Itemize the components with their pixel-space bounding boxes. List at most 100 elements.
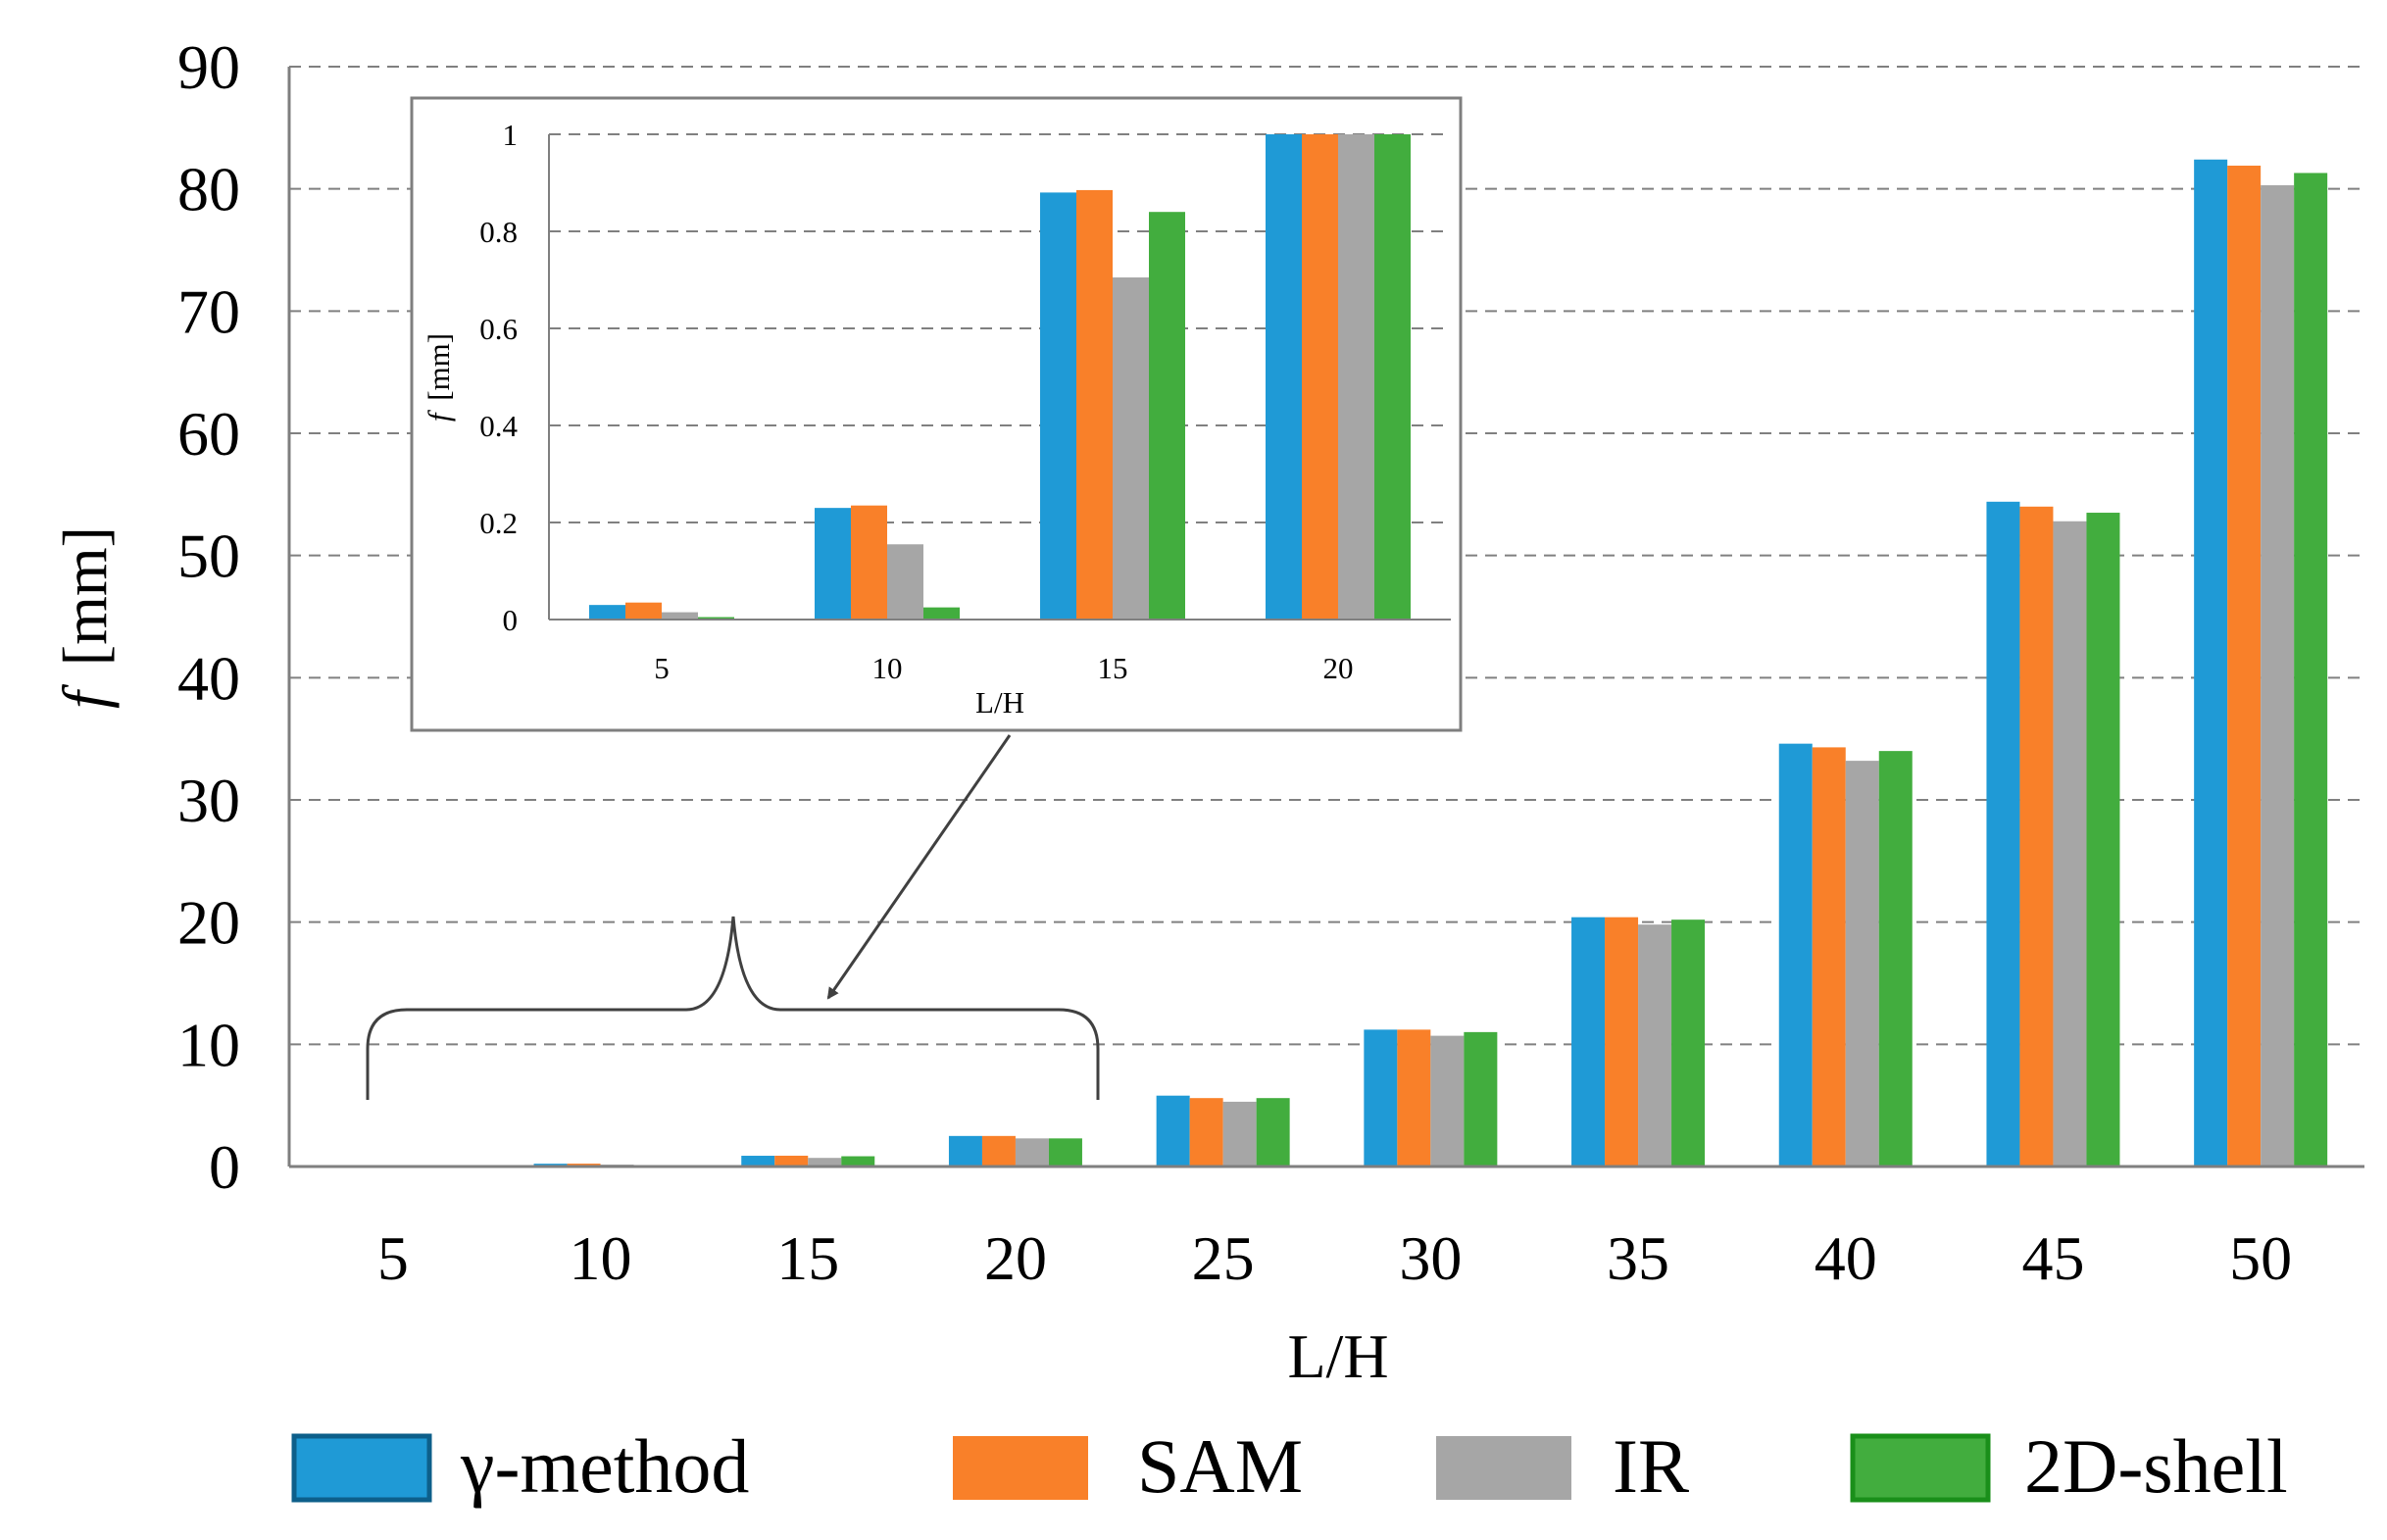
main-x-tick-label: 45 bbox=[2021, 1223, 2084, 1293]
legend: γ-method SAM IR 2D-shell bbox=[291, 1423, 2288, 1509]
main-x-tick-label: 20 bbox=[984, 1223, 1047, 1293]
inset-y-tick-label: 0.2 bbox=[479, 506, 518, 540]
main-y-tick-label: 70 bbox=[177, 276, 240, 346]
main-bar bbox=[1878, 751, 1913, 1167]
main-y-tick-label: 80 bbox=[177, 155, 240, 224]
main-bar bbox=[2053, 521, 2087, 1167]
main-bar bbox=[1222, 1101, 1257, 1167]
main-bar bbox=[981, 1135, 1016, 1167]
main-y-axis-title: f [mm] bbox=[50, 526, 120, 709]
inset-y-axis-symbol: f bbox=[422, 409, 456, 422]
inset-bar bbox=[1076, 189, 1113, 621]
inset-y-tick-label: 0.6 bbox=[479, 312, 518, 346]
inset-y-axis-unit: [mm] bbox=[422, 333, 456, 401]
main-bar bbox=[1464, 1031, 1498, 1167]
inset-bar bbox=[1113, 277, 1149, 620]
main-y-axis-unit: [mm] bbox=[50, 526, 120, 666]
main-bar bbox=[1812, 747, 1846, 1167]
inset-x-axis-title: L/H bbox=[975, 685, 1024, 720]
main-x-tick-label: 25 bbox=[1192, 1223, 1255, 1293]
main-bar bbox=[1048, 1138, 1082, 1167]
main-bar bbox=[2086, 513, 2120, 1167]
main-y-axis-symbol: f bbox=[50, 683, 120, 709]
legend-swatch bbox=[953, 1436, 1088, 1500]
zoom-arrow bbox=[826, 734, 1012, 1000]
inset-x-tick-label: 20 bbox=[1323, 651, 1354, 685]
inset-y-tick-labels: 0 0.2 0.4 0.6 0.8 1 bbox=[479, 118, 518, 637]
inset-bar bbox=[1040, 192, 1076, 620]
inset-bar bbox=[1266, 134, 1302, 620]
legend-swatch bbox=[1436, 1436, 1571, 1500]
main-bar bbox=[1571, 917, 1606, 1167]
main-bar bbox=[1778, 743, 1813, 1167]
legend-label: γ-method bbox=[460, 1423, 749, 1509]
legend-label: 2D-shell bbox=[2024, 1423, 2288, 1509]
inset-x-tick-label: 15 bbox=[1098, 651, 1128, 685]
main-bar bbox=[2227, 165, 2262, 1167]
inset-x-tick-label: 5 bbox=[654, 651, 670, 685]
main-bar bbox=[2019, 506, 2054, 1167]
main-bar bbox=[808, 1158, 842, 1167]
zoom-brace bbox=[366, 916, 1100, 1100]
main-y-tick-label: 0 bbox=[209, 1132, 240, 1202]
main-bar bbox=[774, 1155, 809, 1167]
main-y-tick-label: 50 bbox=[177, 522, 240, 591]
main-x-tick-label: 50 bbox=[2229, 1223, 2292, 1293]
main-bar bbox=[1015, 1138, 1049, 1167]
main-y-tick-label: 40 bbox=[177, 643, 240, 713]
main-x-tick-label: 35 bbox=[1607, 1223, 1669, 1293]
legend-label: IR bbox=[1613, 1423, 1689, 1509]
inset-y-axis-title: f [mm] bbox=[422, 333, 456, 422]
inset-y-tick-label: 1 bbox=[503, 118, 519, 152]
inset-x-tick-label: 10 bbox=[872, 651, 903, 685]
main-bar bbox=[948, 1135, 982, 1167]
main-y-tick-label: 90 bbox=[177, 32, 240, 102]
inset-bar bbox=[815, 508, 851, 620]
inset-y-tick-label: 0.8 bbox=[479, 215, 518, 249]
legend-swatch bbox=[1850, 1433, 1991, 1503]
legend-label: SAM bbox=[1137, 1423, 1303, 1509]
main-y-tick-label: 30 bbox=[177, 766, 240, 835]
main-y-tick-label: 10 bbox=[177, 1010, 240, 1079]
inset-bar bbox=[1374, 134, 1411, 620]
main-y-tick-label: 60 bbox=[177, 399, 240, 469]
inset-bar bbox=[1302, 134, 1338, 620]
main-bar bbox=[1605, 917, 1639, 1167]
main-bar bbox=[1430, 1035, 1465, 1167]
inset-bar bbox=[887, 544, 923, 620]
main-x-tick-label: 40 bbox=[1815, 1223, 1877, 1293]
main-x-tick-labels: 5 10 15 20 25 30 35 40 45 50 bbox=[377, 1223, 2292, 1293]
main-bar bbox=[1845, 761, 1879, 1167]
main-bar bbox=[1256, 1098, 1290, 1167]
main-bar bbox=[741, 1156, 775, 1167]
main-y-tick-label: 20 bbox=[177, 888, 240, 958]
inset-bar bbox=[1338, 134, 1374, 620]
inset-bar bbox=[851, 505, 887, 620]
inset-x-tick-labels: 5 10 15 20 bbox=[654, 651, 1353, 685]
main-bar bbox=[1189, 1098, 1223, 1167]
main-x-tick-label: 15 bbox=[776, 1223, 839, 1293]
inset-bar bbox=[923, 607, 960, 620]
main-bar bbox=[841, 1156, 875, 1167]
main-bar bbox=[1364, 1029, 1398, 1167]
main-bar bbox=[2294, 173, 2328, 1167]
main-bars bbox=[325, 159, 2328, 1167]
inset-bar bbox=[625, 602, 662, 620]
inset-y-tick-label: 0.4 bbox=[479, 409, 518, 443]
inset-bar bbox=[698, 617, 734, 620]
main-x-tick-label: 10 bbox=[570, 1223, 632, 1293]
main-bar bbox=[2194, 159, 2228, 1167]
main-bar bbox=[1156, 1095, 1190, 1167]
main-x-axis-title: L/H bbox=[1287, 1321, 1388, 1391]
inset-bars bbox=[589, 134, 1411, 621]
inset-bar bbox=[1149, 212, 1185, 620]
legend-swatch bbox=[291, 1433, 432, 1503]
main-bar bbox=[1986, 501, 2020, 1167]
inset-y-tick-label: 0 bbox=[503, 603, 519, 637]
main-bar bbox=[2261, 184, 2295, 1167]
inset-bar bbox=[589, 605, 625, 620]
inset-bar bbox=[662, 612, 698, 620]
main-bar bbox=[1671, 919, 1706, 1167]
main-y-tick-labels: 0 10 20 30 40 50 60 70 80 90 bbox=[177, 32, 240, 1202]
